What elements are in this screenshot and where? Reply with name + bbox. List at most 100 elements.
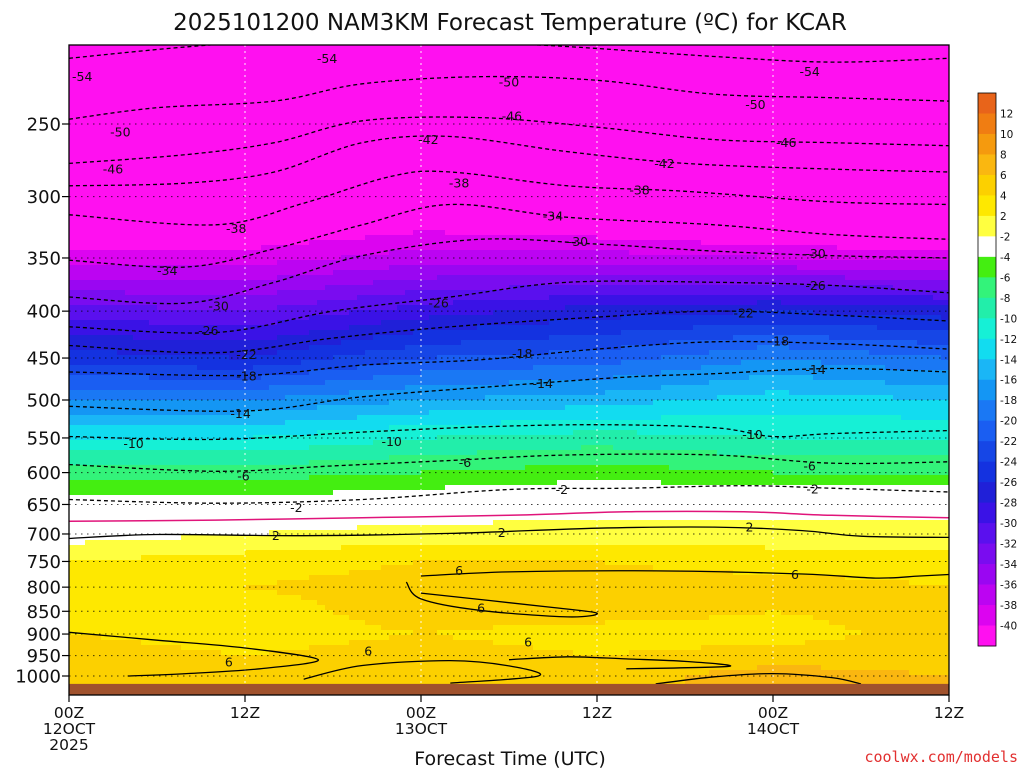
field-cell: [149, 95, 158, 101]
field-cell: [189, 285, 198, 291]
field-cell: [173, 650, 182, 656]
field-cell: [69, 115, 78, 121]
field-cell: [357, 50, 366, 56]
field-cell: [117, 175, 126, 181]
field-cell: [181, 235, 190, 241]
field-cell: [357, 60, 366, 66]
field-cell: [69, 335, 78, 341]
field-cell: [293, 320, 302, 326]
field-cell: [93, 535, 102, 541]
field-cell: [109, 605, 118, 611]
field-cell: [157, 530, 166, 536]
field-cell: [117, 235, 126, 241]
field-cell: [205, 395, 214, 401]
field-cell: [293, 465, 302, 471]
field-cell: [181, 205, 190, 211]
field-cell: [261, 585, 270, 591]
field-cell: [93, 680, 102, 686]
field-cell: [149, 600, 158, 606]
field-cell: [213, 400, 222, 406]
field-cell: [165, 530, 174, 536]
field-cell: [149, 515, 158, 521]
field-cell: [229, 325, 238, 331]
field-cell: [117, 460, 126, 466]
field-cell: [341, 260, 350, 266]
field-cell: [301, 190, 310, 196]
field-cell: [237, 130, 246, 136]
field-cell: [77, 145, 86, 151]
field-cell: [205, 105, 214, 111]
field-cell: [333, 675, 342, 681]
field-cell: [317, 70, 326, 76]
field-cell: [101, 275, 110, 281]
field-cell: [205, 530, 214, 536]
field-cell: [277, 65, 286, 71]
field-cell: [141, 210, 150, 216]
field-cell: [285, 160, 294, 166]
field-cell: [221, 570, 230, 576]
field-cell: [333, 620, 342, 626]
field-cell: [133, 135, 142, 141]
field-cell: [325, 660, 334, 666]
field-cell: [189, 560, 198, 566]
field-cell: [373, 195, 382, 201]
field-cell: [221, 250, 230, 256]
field-cell: [213, 470, 222, 476]
field-cell: [325, 410, 334, 416]
field-cell: [269, 325, 278, 331]
field-cell: [213, 120, 222, 126]
field-cell: [301, 635, 310, 641]
field-cell: [165, 635, 174, 641]
field-cell: [181, 390, 190, 396]
field-cell: [93, 475, 102, 481]
field-cell: [221, 565, 230, 571]
field-cell: [333, 310, 342, 316]
field-cell: [157, 490, 166, 496]
field-cell: [293, 675, 302, 681]
field-cell: [229, 55, 238, 61]
field-cell: [293, 105, 302, 111]
field-cell: [357, 565, 366, 571]
field-cell: [237, 255, 246, 261]
field-cell: [117, 230, 126, 236]
field-cell: [181, 240, 190, 246]
field-cell: [221, 600, 230, 606]
field-cell: [149, 75, 158, 81]
field-cell: [325, 430, 334, 436]
field-cell: [253, 135, 262, 141]
field-cell: [93, 220, 102, 226]
field-cell: [197, 200, 206, 206]
field-cell: [85, 305, 94, 311]
field-cell: [149, 510, 158, 516]
field-cell: [125, 60, 134, 66]
field-cell: [173, 280, 182, 286]
field-cell: [349, 250, 358, 256]
field-cell: [117, 490, 126, 496]
field-cell: [141, 520, 150, 526]
field-cell: [149, 485, 158, 491]
field-cell: [189, 110, 198, 116]
field-cell: [93, 175, 102, 181]
field-cell: [213, 145, 222, 151]
field-cell: [325, 170, 334, 176]
field-cell: [285, 220, 294, 226]
field-cell: [349, 210, 358, 216]
field-cell: [325, 650, 334, 656]
field-cell: [229, 380, 238, 386]
field-cell: [77, 350, 86, 356]
field-cell: [149, 580, 158, 586]
field-cell: [253, 340, 262, 346]
field-cell: [325, 405, 334, 411]
field-cell: [341, 575, 350, 581]
field-cell: [109, 315, 118, 321]
field-cell: [325, 485, 334, 491]
field-cell: [365, 570, 374, 576]
field-cell: [285, 140, 294, 146]
field-cell: [317, 285, 326, 291]
field-cell: [237, 265, 246, 271]
field-cell: [341, 680, 350, 686]
field-cell: [229, 320, 238, 326]
field-cell: [229, 70, 238, 76]
field-cell: [237, 575, 246, 581]
field-cell: [365, 95, 374, 101]
